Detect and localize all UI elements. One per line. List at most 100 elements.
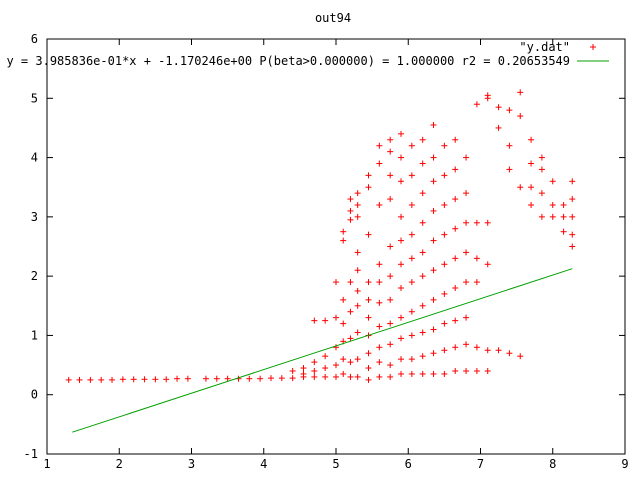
data-point bbox=[441, 231, 448, 238]
data-point bbox=[246, 375, 253, 382]
data-point bbox=[473, 344, 480, 351]
data-point bbox=[141, 376, 148, 383]
data-point bbox=[354, 190, 361, 197]
x-tick-label: 3 bbox=[188, 457, 195, 471]
data-point bbox=[538, 213, 545, 220]
y-tick-label: 0 bbox=[31, 388, 38, 402]
data-point bbox=[441, 370, 448, 377]
data-point bbox=[322, 353, 329, 360]
x-tick-label: 5 bbox=[332, 457, 339, 471]
y-tick-label: 2 bbox=[31, 269, 38, 283]
data-point bbox=[506, 350, 513, 357]
data-point bbox=[152, 376, 159, 383]
legend-plus-marker bbox=[590, 44, 596, 50]
data-point bbox=[528, 184, 535, 191]
data-point bbox=[347, 359, 354, 366]
data-point bbox=[560, 213, 567, 220]
data-point bbox=[484, 347, 491, 354]
data-point bbox=[300, 370, 307, 377]
chart-title: out94 bbox=[315, 11, 351, 25]
plot-frame bbox=[46, 38, 626, 455]
data-point bbox=[387, 296, 394, 303]
data-point bbox=[517, 184, 524, 191]
data-point bbox=[569, 243, 576, 250]
data-point bbox=[408, 356, 415, 363]
data-point bbox=[354, 267, 361, 274]
data-point bbox=[463, 219, 470, 226]
data-point bbox=[430, 350, 437, 357]
data-point bbox=[347, 279, 354, 286]
data-point bbox=[311, 373, 318, 380]
data-point bbox=[267, 375, 274, 382]
data-point bbox=[452, 317, 459, 324]
data-point bbox=[130, 376, 137, 383]
data-point bbox=[495, 347, 502, 354]
data-points bbox=[65, 89, 576, 383]
data-point bbox=[452, 285, 459, 291]
data-point bbox=[347, 216, 354, 223]
data-point bbox=[387, 273, 394, 280]
data-point bbox=[452, 196, 459, 203]
data-point bbox=[398, 213, 405, 220]
x-tick-label: 7 bbox=[477, 457, 484, 471]
data-point bbox=[387, 320, 394, 327]
legend-marker-points bbox=[590, 44, 596, 50]
data-point bbox=[109, 376, 116, 383]
data-point bbox=[398, 178, 405, 185]
legend: "y.dat" y = 3.985836e-01*x + -1.170246e+… bbox=[6, 40, 609, 68]
data-point bbox=[538, 190, 545, 197]
data-point bbox=[387, 136, 394, 143]
data-point bbox=[560, 202, 567, 208]
x-tick-label: 4 bbox=[260, 457, 267, 471]
data-point bbox=[484, 368, 491, 374]
data-point bbox=[65, 376, 72, 383]
data-point bbox=[538, 166, 545, 173]
data-point bbox=[365, 376, 372, 383]
data-point bbox=[174, 375, 181, 382]
y-tick-label: 3 bbox=[31, 210, 38, 224]
data-point bbox=[311, 359, 318, 366]
data-point bbox=[347, 335, 354, 342]
data-point bbox=[398, 261, 405, 268]
data-point bbox=[387, 172, 394, 179]
data-point bbox=[430, 154, 437, 161]
data-point bbox=[441, 202, 448, 208]
data-point bbox=[419, 249, 426, 256]
x-tick-label: 2 bbox=[116, 457, 123, 471]
data-point bbox=[365, 172, 372, 179]
data-point bbox=[333, 314, 339, 321]
data-point bbox=[376, 373, 383, 380]
data-point bbox=[430, 237, 437, 244]
data-point bbox=[452, 368, 459, 374]
data-point bbox=[398, 314, 405, 321]
data-point bbox=[333, 362, 339, 369]
data-point bbox=[354, 213, 361, 220]
data-point bbox=[484, 92, 491, 99]
data-point bbox=[408, 370, 415, 377]
data-point bbox=[495, 104, 502, 111]
data-point bbox=[419, 136, 426, 143]
data-point bbox=[517, 113, 524, 120]
data-point bbox=[376, 323, 383, 330]
data-point bbox=[376, 299, 383, 306]
data-point bbox=[506, 107, 513, 114]
data-point bbox=[473, 255, 480, 262]
data-point bbox=[430, 370, 437, 377]
data-point bbox=[430, 267, 437, 274]
data-point bbox=[365, 296, 372, 303]
data-point bbox=[569, 213, 576, 220]
axis-ticks: 1 2 3 4 5 6 7 8 9 -1 0 1 2 3 4 5 6 bbox=[24, 32, 629, 471]
data-point bbox=[300, 365, 307, 372]
data-point bbox=[430, 178, 437, 185]
y-tick-label: 6 bbox=[31, 32, 38, 46]
data-point bbox=[452, 136, 459, 143]
data-point bbox=[452, 166, 459, 173]
data-point bbox=[163, 376, 170, 383]
data-point bbox=[398, 130, 405, 137]
data-point bbox=[87, 376, 94, 383]
data-point bbox=[528, 202, 535, 208]
data-point bbox=[517, 89, 524, 96]
data-point bbox=[463, 154, 470, 161]
data-point bbox=[340, 320, 347, 327]
data-point bbox=[419, 329, 426, 336]
